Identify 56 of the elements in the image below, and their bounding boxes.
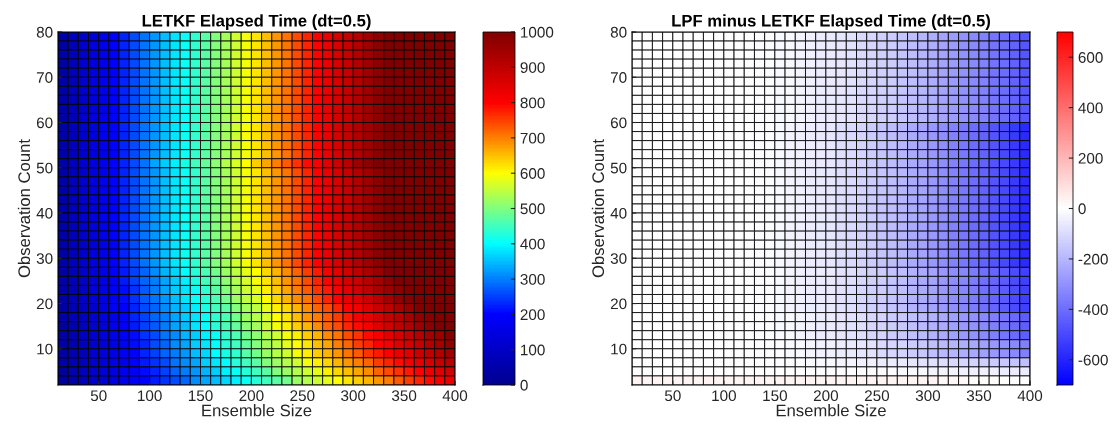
y-tick-label: 50 xyxy=(610,162,627,174)
y-tick-label: 30 xyxy=(610,253,627,264)
color-bar-label: 100 xyxy=(521,344,545,356)
x-axis-title: Ensemble Size xyxy=(202,404,312,417)
y-tick-label: 20 xyxy=(36,298,53,310)
y-tick-label: 70 xyxy=(610,72,627,83)
x-tick-label: 50 xyxy=(664,390,681,402)
color-bar-label: -200 xyxy=(1078,253,1108,265)
y-tick-label: 10 xyxy=(611,343,627,355)
x-tick-label: 250 xyxy=(290,390,315,402)
color-bar-label: 500 xyxy=(520,203,545,215)
y-tick-label: 60 xyxy=(610,117,627,129)
color-bar-label: 200 xyxy=(1078,152,1103,164)
x-tick-label: 200 xyxy=(239,390,264,402)
color-bar-label: 600 xyxy=(520,168,545,179)
x-tick-label: 200 xyxy=(813,390,839,402)
color-bar-label: 300 xyxy=(520,273,545,285)
y-axis-title: Observation Count xyxy=(591,139,605,278)
color-bar-label: 1000 xyxy=(521,26,554,38)
y-tick-label: 80 xyxy=(36,26,53,38)
y-tick-label: 20 xyxy=(610,298,627,310)
x-tick-label: 150 xyxy=(188,390,213,402)
x-tick-label: 50 xyxy=(90,390,107,402)
color-bar-label: 0 xyxy=(1078,203,1086,215)
x-tick-label: 400 xyxy=(1017,390,1043,402)
x-tick-label: 100 xyxy=(138,390,162,402)
x-axis-title: Ensemble Size xyxy=(776,404,886,417)
x-tick-label: 250 xyxy=(864,390,890,402)
y-tick-label: 60 xyxy=(36,117,53,129)
y-tick-label: 40 xyxy=(36,207,53,219)
color-bar-label: 900 xyxy=(520,62,545,73)
y-tick-label: 70 xyxy=(36,72,53,83)
y-tick-label: 10 xyxy=(37,343,53,355)
y-tick-label: 50 xyxy=(36,162,53,174)
color-bar-label: -600 xyxy=(1078,354,1108,366)
color-bar-label: 400 xyxy=(520,238,545,250)
x-tick-label: 350 xyxy=(966,390,992,402)
y-tick-label: 80 xyxy=(610,26,627,38)
y-tick-label: 30 xyxy=(36,253,53,264)
y-axis-title: Observation Count xyxy=(17,139,31,278)
x-tick-label: 300 xyxy=(341,390,366,402)
x-tick-label: 400 xyxy=(442,390,468,402)
color-bar-label: 0 xyxy=(520,379,528,391)
x-tick-label: 350 xyxy=(391,390,417,402)
color-bar-label: -400 xyxy=(1078,304,1108,316)
color-bar-label: 800 xyxy=(520,97,545,109)
y-tick-label: 40 xyxy=(610,207,627,219)
color-bar-label: 400 xyxy=(1078,102,1103,114)
color-bar-label: 700 xyxy=(520,132,545,144)
chart-title: LETKF Elapsed Time (dt=0.5) xyxy=(142,14,371,30)
chart-title: LPF minus LETKF Elapsed Time (dt=0.5) xyxy=(672,14,991,30)
x-tick-label: 100 xyxy=(712,390,736,402)
color-bar-label: 200 xyxy=(520,309,545,321)
x-tick-label: 300 xyxy=(915,390,941,402)
x-tick-label: 150 xyxy=(763,390,788,402)
color-bar-label: 600 xyxy=(1078,52,1103,63)
